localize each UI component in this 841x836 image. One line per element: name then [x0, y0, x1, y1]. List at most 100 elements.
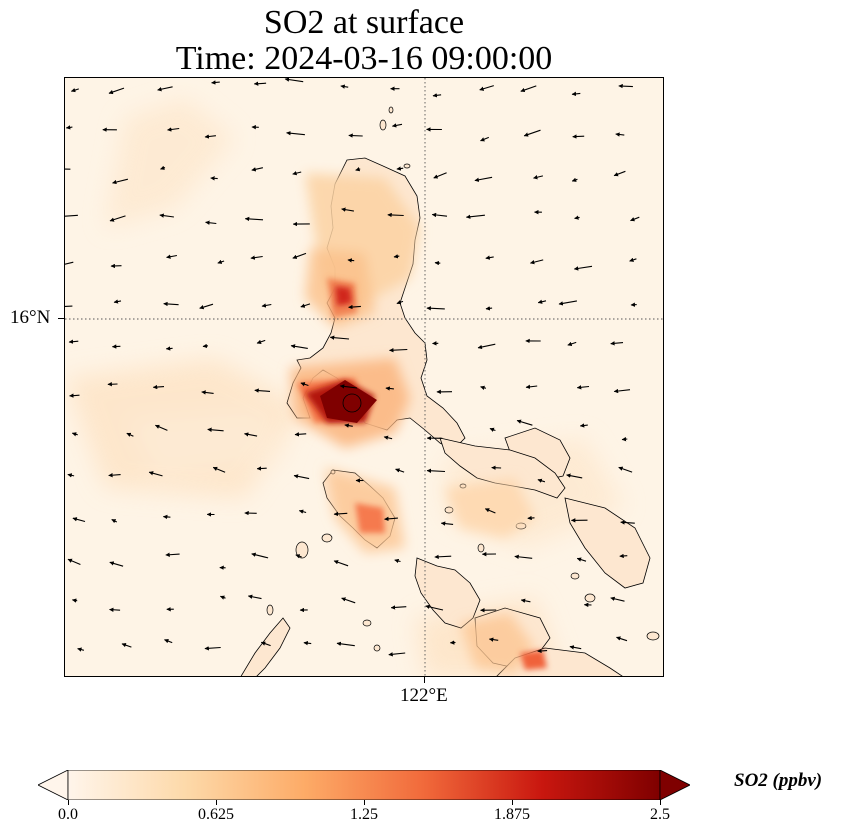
wind-arrow [523, 129, 541, 137]
wind-arrow [126, 432, 134, 437]
wind-arrow [292, 171, 302, 176]
palawan-tip [240, 617, 291, 676]
wind-arrow [432, 93, 442, 98]
wind-arrow [256, 466, 267, 471]
wind-arrow [109, 607, 121, 612]
wind-arrow [576, 557, 587, 562]
wind-arrow [385, 386, 394, 391]
colorbar-tick-mark [68, 800, 69, 805]
wind-arrow [434, 260, 441, 266]
wind-arrow [293, 474, 310, 480]
wind-arrow [333, 511, 348, 517]
wind-arrow [615, 132, 625, 137]
wind-arrow [396, 300, 404, 305]
wind-arrow [160, 165, 166, 170]
wind-arrow [244, 216, 264, 222]
wind-arrow [440, 521, 454, 526]
wind-arrow [347, 258, 355, 263]
wind-arrow [618, 83, 633, 89]
wind-arrow [348, 304, 361, 310]
wind-arrow [256, 339, 266, 344]
wind-arrow [329, 335, 350, 340]
wind-arrow [71, 432, 78, 437]
wind-arrow [70, 87, 79, 93]
wind-arrow [572, 134, 585, 139]
wind-arrow [489, 427, 496, 432]
wind-arrow [212, 466, 226, 473]
wind-arrow [65, 125, 73, 130]
lon-tick [424, 677, 425, 683]
wind-arrow [67, 558, 81, 566]
wind-arrow [250, 255, 263, 260]
colorbar-tick-label: 1.25 [350, 806, 378, 823]
wind-arrow [253, 81, 267, 86]
wind-arrow [199, 303, 214, 310]
wind-arrow [514, 554, 533, 560]
wind-arrow [384, 516, 398, 522]
wind-arrow [261, 303, 272, 308]
wind-arrow [65, 214, 78, 217]
wind-arrow [477, 343, 496, 350]
wind-arrow [254, 388, 271, 393]
wind-arrow [204, 646, 221, 651]
wind-arrow [485, 306, 493, 311]
longitude-label: 122°E [400, 685, 448, 706]
wind-arrow [621, 436, 628, 442]
map-panel [64, 77, 664, 677]
wind-arrow [67, 473, 75, 478]
wind-arrow [488, 637, 499, 642]
wind-arrow [569, 645, 582, 650]
wind-arrow [613, 388, 631, 394]
so2-hotspot [320, 380, 377, 423]
wind-arrow [610, 341, 624, 346]
wind-arrow [566, 473, 583, 479]
wind-arrow [433, 172, 447, 179]
wind-arrow [166, 254, 177, 259]
wind-arrow [219, 595, 226, 600]
wind-arrow [290, 344, 308, 349]
wind-arrow [162, 514, 171, 520]
wind-arrow [284, 78, 304, 83]
wind-arrow [537, 648, 548, 654]
wind-arrow [205, 220, 217, 225]
wind-arrow [65, 261, 74, 265]
wind-arrow [479, 85, 494, 91]
wind-arrow [336, 641, 355, 647]
wind-arrow [148, 471, 163, 477]
wind-arrow [426, 468, 446, 473]
wind-arrow [294, 432, 307, 437]
wind-arrow [520, 598, 531, 603]
wind-arrow [484, 508, 496, 514]
wind-arrow [341, 207, 354, 212]
wind-arrow [167, 127, 180, 132]
wind-arrow [165, 552, 180, 557]
colorbar-tick-label: 0.0 [58, 806, 78, 823]
wind-arrow [465, 214, 485, 219]
wind-arrow [77, 647, 85, 652]
wind-arrow [72, 517, 86, 523]
wind-arrow [108, 87, 125, 95]
wind-arrow [391, 123, 403, 128]
wind-arrow [217, 259, 225, 264]
wind-arrow [152, 384, 165, 390]
wind-arrow [387, 212, 404, 218]
wind-arrow [525, 384, 538, 390]
wind-arrow [480, 136, 490, 142]
wind-arrow [537, 478, 546, 483]
wind-arrow [619, 553, 628, 559]
small-islands [266, 106, 660, 652]
wind-arrow [579, 423, 588, 428]
colorbar-tick-label: 2.5 [650, 806, 670, 823]
colorbar-tick-mark [660, 800, 661, 805]
wind-arrow [610, 596, 625, 602]
colorbar-tick-label: 1.875 [494, 806, 530, 823]
wind-arrow [339, 384, 358, 389]
colorbar-gradient [67, 770, 661, 800]
wind-arrow [113, 299, 122, 304]
wind-arrow [244, 432, 258, 437]
wind-arrow [383, 435, 393, 440]
wind-arrow [573, 265, 593, 271]
wind-arrow [629, 257, 637, 262]
wind-arrow [204, 134, 216, 139]
wind-arrow [333, 560, 349, 567]
